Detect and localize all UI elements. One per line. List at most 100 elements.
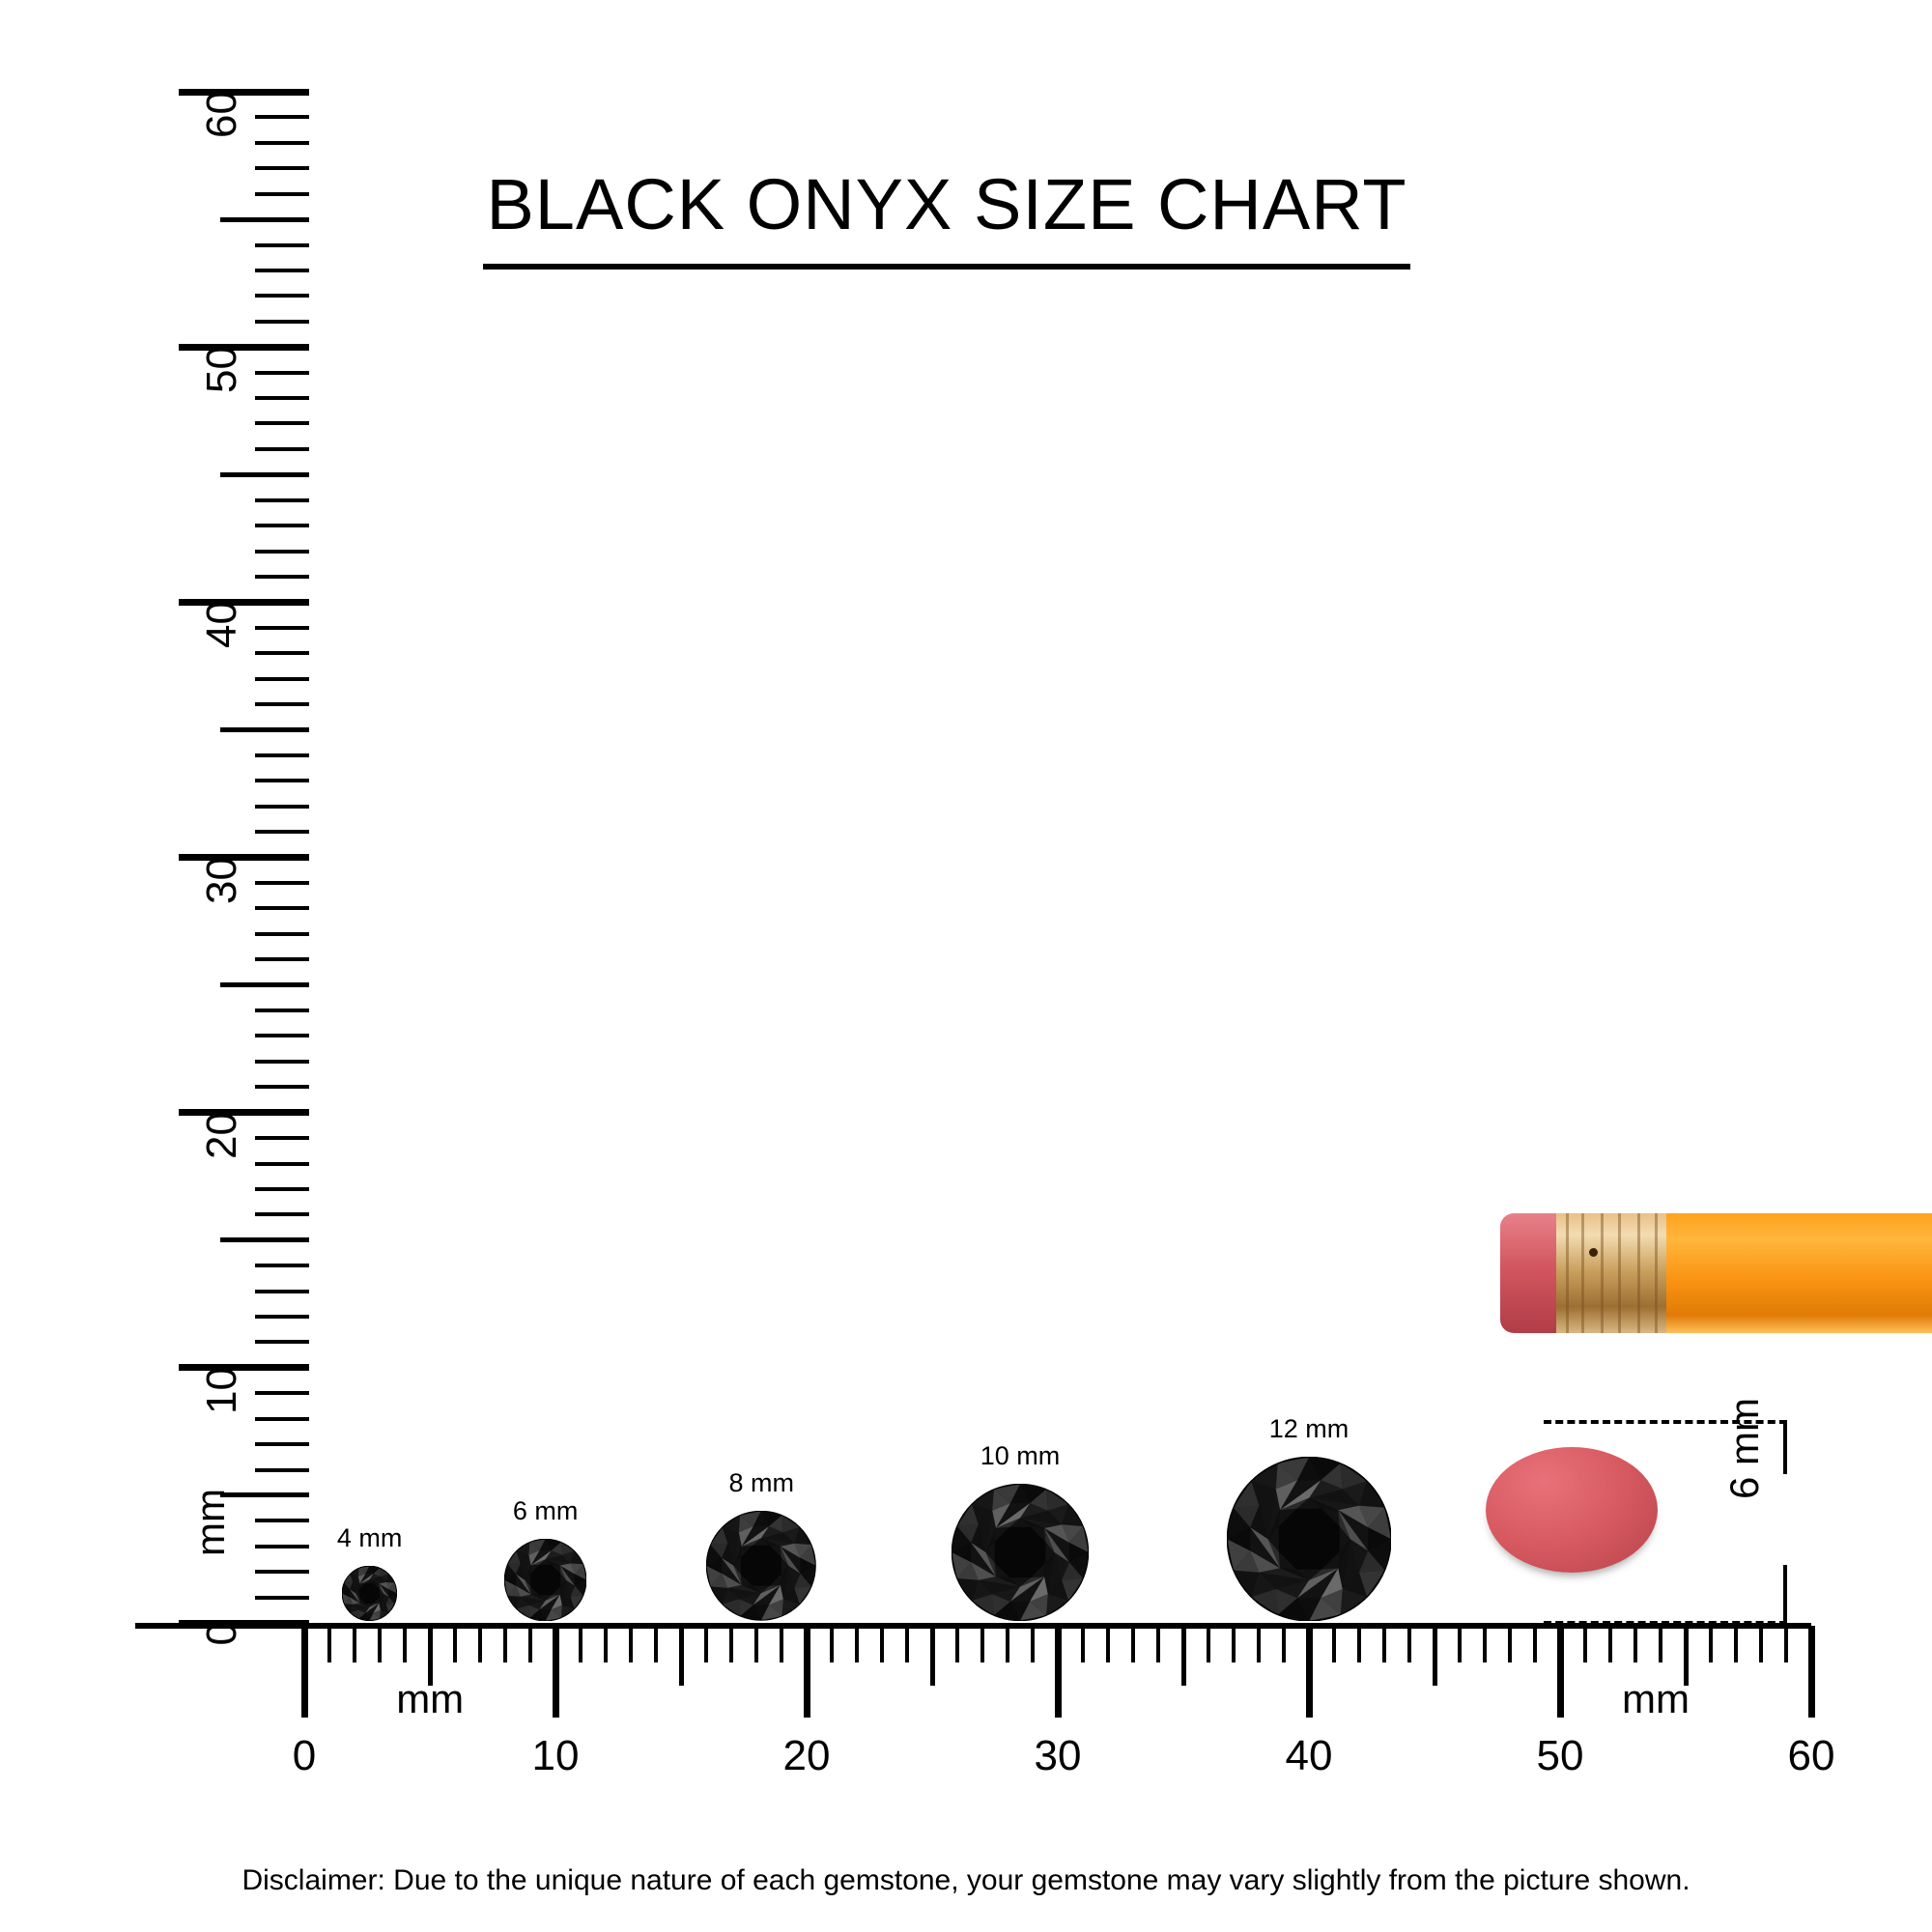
horizontal-ruler-tick xyxy=(1180,1626,1186,1686)
vertical-ruler-tick xyxy=(255,1161,309,1166)
horizontal-ruler-tick xyxy=(830,1626,834,1662)
horizontal-ruler-tick xyxy=(1634,1626,1637,1662)
vertical-ruler-tick xyxy=(255,906,309,911)
title-underline xyxy=(483,264,1410,270)
page-title-block: BLACK ONYX SIZE CHART xyxy=(483,169,1410,270)
vertical-ruler: 60 50 40 30 20 10 0 mm xyxy=(135,88,309,1645)
vertical-ruler-tick xyxy=(220,1492,309,1498)
horizontal-ruler-tick xyxy=(1106,1626,1110,1662)
horizontal-ruler-tick xyxy=(1807,1626,1815,1718)
vertical-ruler-tick xyxy=(255,549,309,554)
pencil-crimp-dot xyxy=(1589,1248,1598,1257)
gemstone-8mm xyxy=(706,1511,816,1621)
vertical-ruler-label: 50 xyxy=(198,346,245,394)
vertical-ruler-tick xyxy=(255,1315,309,1319)
vertical-ruler-label: 0 xyxy=(198,1622,245,1646)
horizontal-ruler-tick xyxy=(678,1626,684,1686)
vertical-ruler-tick xyxy=(255,804,309,809)
vertical-ruler-tick xyxy=(255,931,309,936)
vertical-ruler-tick xyxy=(255,1519,309,1523)
vertical-ruler-tick xyxy=(220,726,309,732)
vertical-ruler-tick xyxy=(255,370,309,375)
horizontal-ruler-tick xyxy=(905,1626,909,1662)
vertical-ruler-tick xyxy=(255,1136,309,1141)
dimension-line-top xyxy=(1544,1420,1787,1424)
horizontal-ruler-tick xyxy=(1006,1626,1009,1662)
dimension-bar-upper xyxy=(1783,1420,1787,1474)
vertical-ruler-tick xyxy=(255,1467,309,1472)
vertical-ruler-tick xyxy=(220,216,309,222)
vertical-ruler-tick xyxy=(255,140,309,145)
horizontal-ruler-tick xyxy=(704,1626,708,1662)
horizontal-ruler: 0 10 20 30 40 50 60 mm mm xyxy=(293,1626,1834,1779)
horizontal-ruler-tick xyxy=(880,1626,884,1662)
vertical-ruler-tick xyxy=(255,319,309,324)
vertical-ruler-label: 60 xyxy=(198,91,245,138)
horizontal-ruler-label: 20 xyxy=(782,1732,831,1779)
dimension-line-bottom xyxy=(1544,1621,1787,1625)
vertical-ruler-label: 10 xyxy=(198,1366,245,1414)
horizontal-ruler-tick xyxy=(1257,1626,1261,1662)
disclaimer-text: Disclaimer: Due to the unique nature of … xyxy=(242,1864,1690,1896)
vertical-ruler-tick xyxy=(179,88,309,96)
vertical-ruler-tick xyxy=(179,854,309,861)
pencil-reference-object xyxy=(1500,1213,1932,1333)
page-title: BLACK ONYX SIZE CHART xyxy=(486,164,1407,244)
vertical-ruler-tick xyxy=(255,1186,309,1191)
horizontal-ruler-tick xyxy=(1031,1626,1035,1662)
horizontal-ruler-tick xyxy=(654,1626,658,1662)
gemstone-10mm xyxy=(952,1484,1089,1621)
vertical-ruler-tick xyxy=(179,1109,309,1117)
horizontal-ruler-tick xyxy=(1407,1626,1411,1662)
horizontal-ruler-tick xyxy=(403,1626,407,1662)
horizontal-ruler-tick xyxy=(528,1626,532,1662)
vertical-ruler-tick xyxy=(255,1570,309,1575)
horizontal-ruler-label: 60 xyxy=(1787,1732,1835,1779)
horizontal-ruler-tick xyxy=(1305,1626,1313,1718)
horizontal-ruler-unit-label: mm xyxy=(1622,1676,1690,1721)
horizontal-ruler-tick xyxy=(1709,1626,1713,1662)
vertical-ruler-tick xyxy=(255,115,309,120)
vertical-ruler-tick xyxy=(255,574,309,579)
vertical-ruler-tick xyxy=(255,1009,309,1012)
horizontal-ruler-tick xyxy=(353,1626,356,1662)
vertical-ruler-tick xyxy=(255,166,309,171)
vertical-ruler-unit-label: mm xyxy=(187,1488,233,1556)
pencil-eraser-tip xyxy=(1500,1213,1560,1333)
horizontal-ruler-tick xyxy=(1583,1626,1587,1662)
horizontal-ruler-tick xyxy=(604,1626,608,1662)
horizontal-ruler-tick xyxy=(478,1626,482,1662)
horizontal-ruler-tick xyxy=(1533,1626,1537,1662)
horizontal-ruler-tick xyxy=(1207,1626,1210,1662)
gemstone-label-8mm: 8 mm xyxy=(728,1468,794,1498)
horizontal-ruler-tick xyxy=(1659,1626,1662,1662)
horizontal-ruler-tick xyxy=(955,1626,959,1662)
vertical-ruler-label: 30 xyxy=(198,856,245,904)
vertical-ruler-tick xyxy=(220,1237,309,1243)
pencil-body xyxy=(1666,1213,1932,1333)
vertical-ruler-tick xyxy=(255,524,309,528)
horizontal-ruler-tick xyxy=(1357,1626,1361,1662)
horizontal-ruler-tick xyxy=(1784,1626,1788,1662)
horizontal-ruler-tick xyxy=(327,1626,331,1662)
vertical-ruler-tick xyxy=(220,982,309,988)
horizontal-ruler-tick xyxy=(1156,1626,1160,1662)
horizontal-ruler-label: 30 xyxy=(1034,1732,1082,1779)
vertical-ruler-tick xyxy=(255,625,309,630)
pencil-ferrule xyxy=(1556,1213,1670,1333)
vertical-ruler-tick xyxy=(255,753,309,757)
vertical-ruler-tick xyxy=(255,268,309,272)
ruler-baseline xyxy=(135,1623,1811,1629)
horizontal-ruler-tick xyxy=(1054,1626,1062,1718)
horizontal-ruler-tick xyxy=(1081,1626,1085,1662)
vertical-ruler-tick xyxy=(255,1595,309,1600)
gemstone-12mm xyxy=(1226,1456,1392,1621)
horizontal-ruler-label: 10 xyxy=(531,1732,580,1779)
vertical-ruler-tick xyxy=(179,343,309,351)
vertical-ruler-tick xyxy=(255,957,309,962)
horizontal-ruler-tick xyxy=(1759,1626,1763,1662)
vertical-ruler-tick xyxy=(255,830,309,835)
horizontal-ruler-tick xyxy=(453,1626,457,1662)
vertical-ruler-tick xyxy=(255,1264,309,1268)
